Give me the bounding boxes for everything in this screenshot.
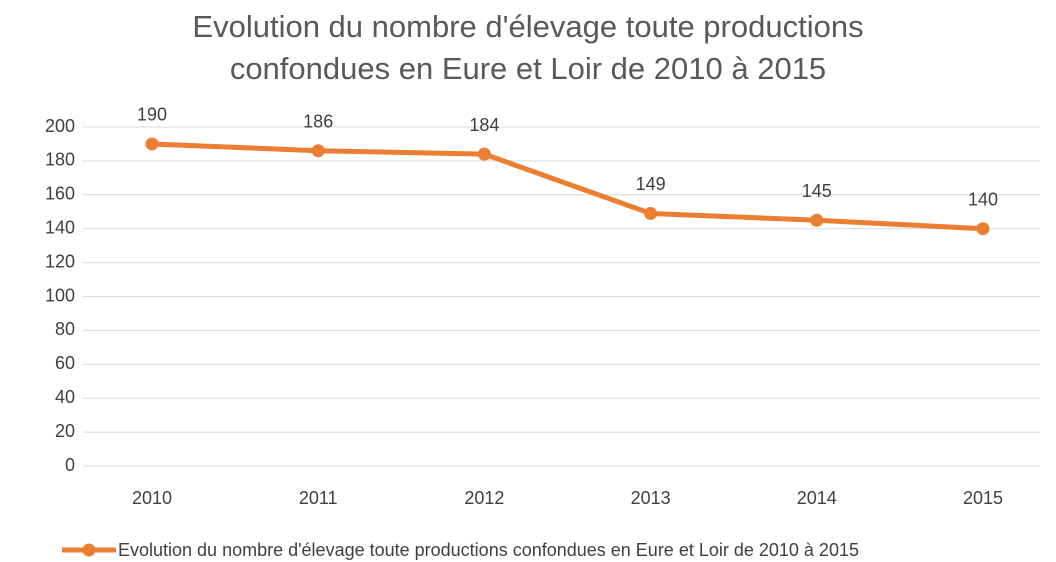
data-label: 184 bbox=[469, 115, 499, 135]
x-tick-label: 2013 bbox=[631, 488, 671, 508]
data-point bbox=[644, 206, 658, 220]
y-tick-label: 160 bbox=[45, 184, 75, 204]
x-tick-label: 2011 bbox=[299, 488, 338, 508]
data-point bbox=[311, 144, 325, 158]
chart-title: Evolution du nombre d'élevage toute prod… bbox=[192, 9, 864, 86]
y-tick-label: 20 bbox=[55, 421, 75, 441]
x-tick-label: 2015 bbox=[963, 488, 1003, 508]
data-point bbox=[145, 137, 159, 151]
y-tick-label: 200 bbox=[45, 116, 75, 136]
y-tick-label: 80 bbox=[55, 319, 75, 339]
data-point bbox=[477, 147, 491, 161]
y-tick-label: 120 bbox=[45, 251, 75, 271]
legend-label: Evolution du nombre d'élevage toute prod… bbox=[118, 540, 859, 560]
data-point bbox=[976, 222, 990, 236]
data-label: 140 bbox=[968, 189, 998, 209]
y-tick-label: 180 bbox=[45, 150, 75, 170]
data-label: 190 bbox=[137, 105, 167, 125]
x-tick-label: 2010 bbox=[132, 488, 172, 508]
data-label: 149 bbox=[636, 174, 666, 194]
data-label: 145 bbox=[802, 181, 832, 201]
data-point bbox=[810, 213, 824, 227]
legend-marker bbox=[82, 543, 96, 557]
series-line bbox=[151, 141, 984, 232]
y-tick-label: 60 bbox=[55, 353, 75, 373]
y-tick-label: 100 bbox=[45, 285, 75, 305]
data-label: 186 bbox=[303, 111, 333, 131]
y-tick-label: 140 bbox=[45, 217, 75, 237]
y-tick-label: 0 bbox=[65, 455, 75, 475]
x-tick-label: 2014 bbox=[797, 488, 837, 508]
x-tick-label: 2012 bbox=[464, 488, 504, 508]
y-tick-label: 40 bbox=[55, 387, 75, 407]
